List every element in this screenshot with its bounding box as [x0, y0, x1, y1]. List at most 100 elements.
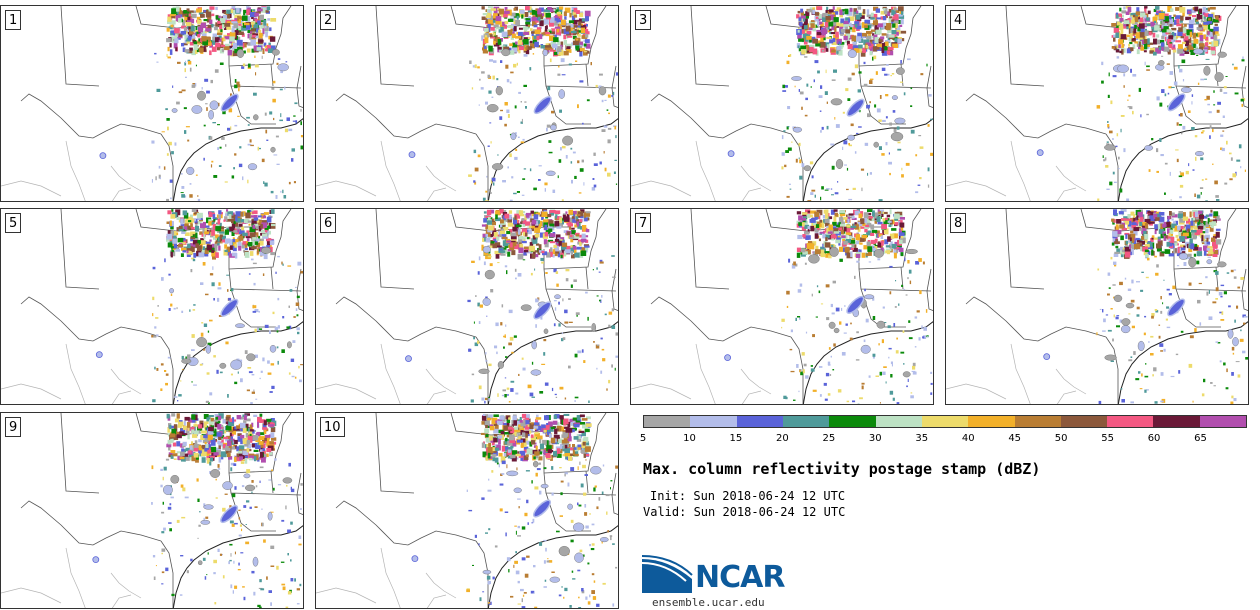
state-border [160, 336, 174, 404]
state-border [20, 296, 162, 342]
colorbar-segment [1153, 416, 1200, 427]
colorbar-tick-label: 45 [1008, 433, 1022, 444]
county-border [695, 343, 716, 404]
county-border [380, 140, 401, 201]
state-border [60, 413, 100, 494]
panel-7: 7 [630, 208, 934, 405]
state-border [543, 6, 607, 67]
state-border [228, 6, 292, 67]
state-border [160, 540, 174, 608]
state-border [1241, 65, 1248, 109]
map-svg [316, 413, 618, 608]
colorbar-tick-label: 40 [961, 433, 975, 444]
state-border [585, 266, 589, 290]
county-border [1, 587, 62, 604]
county-border [631, 383, 692, 400]
state-border [335, 500, 477, 546]
state-border [228, 46, 302, 89]
county-border [1, 383, 62, 400]
state-border [790, 133, 804, 201]
state-border [20, 500, 162, 546]
reflectivity-field [95, 209, 303, 404]
reflectivity-colorbar [643, 415, 1247, 428]
colorbar-tick-label: 20 [776, 433, 789, 444]
state-border [1105, 133, 1119, 201]
panel-4: 4 [945, 5, 1249, 202]
state-border [611, 268, 618, 312]
reflectivity-field [1043, 209, 1248, 404]
panel-3: 3 [630, 5, 934, 202]
state-border [230, 492, 276, 532]
map-svg [1, 209, 303, 404]
colorbar-tick-label: 60 [1147, 433, 1161, 444]
panel-number: 2 [320, 10, 337, 30]
colorbar-ticks: 5 10 15 20 25 30 35 40 45 50 55 60 65 [640, 433, 1247, 447]
county-border [740, 368, 772, 395]
map-svg [946, 209, 1248, 404]
state-border [1173, 209, 1237, 270]
county-border [316, 587, 377, 604]
state-border [475, 133, 489, 201]
state-border [858, 46, 932, 89]
colorbar-tick-label: 15 [729, 433, 743, 444]
panel-10: 10 [315, 412, 619, 609]
coastline [487, 525, 618, 608]
colorbar-tick-label: 50 [1054, 433, 1068, 444]
state-border [790, 336, 804, 404]
county-border [111, 594, 132, 608]
county-border [1010, 140, 1031, 201]
county-border [425, 165, 457, 192]
colorbar-segment [829, 416, 876, 427]
reflectivity-field [411, 413, 618, 608]
panel-number: 10 [320, 417, 345, 437]
state-border [858, 209, 922, 270]
colorbar-segment [782, 416, 830, 427]
colorbar-tick-label: 25 [822, 433, 836, 444]
county-border [741, 390, 762, 404]
state-border [965, 296, 1107, 342]
state-border [296, 268, 303, 312]
state-border [611, 472, 618, 516]
county-border [425, 368, 457, 395]
colorbar-segment [1014, 416, 1061, 427]
map-svg [631, 6, 933, 201]
county-border [65, 547, 86, 608]
county-border [111, 187, 132, 201]
county-border [110, 368, 142, 395]
panel-number: 6 [320, 213, 337, 233]
state-border [1241, 268, 1248, 312]
coastline [172, 321, 303, 404]
colorbar-segment [921, 416, 969, 427]
state-border [135, 209, 256, 232]
colorbar-tick-label: 10 [683, 433, 696, 444]
state-border [270, 63, 274, 87]
coastline [802, 321, 933, 404]
county-border [65, 140, 86, 201]
state-border [1175, 288, 1221, 328]
reflectivity-field [724, 209, 933, 404]
ncar-logo-icon [642, 555, 693, 593]
state-border [926, 268, 933, 312]
panel-8: 8 [945, 208, 1249, 405]
state-border [690, 6, 730, 87]
panel-2: 2 [315, 5, 619, 202]
reflectivity-field [92, 413, 303, 608]
colorbar-tick-label: 65 [1194, 433, 1207, 444]
coastline [1117, 118, 1248, 201]
county-border [426, 187, 447, 201]
reflectivity-field [405, 209, 618, 404]
state-border [1005, 209, 1045, 290]
state-border [475, 336, 489, 404]
county-border [695, 140, 716, 201]
county-border [111, 390, 132, 404]
county-border [110, 165, 142, 192]
county-border [631, 180, 692, 197]
state-border [296, 472, 303, 516]
state-border [611, 65, 618, 109]
colorbar-segment [968, 416, 1015, 427]
state-border [545, 492, 591, 532]
state-border [926, 65, 933, 109]
state-border [335, 93, 477, 139]
reflectivity-field [99, 6, 303, 201]
county-border [740, 165, 772, 192]
